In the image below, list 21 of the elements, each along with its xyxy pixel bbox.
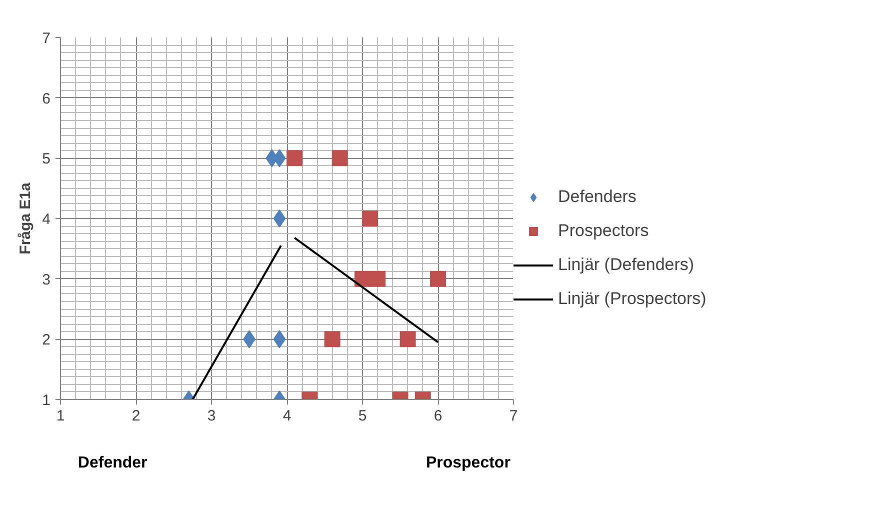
x-tick-label: 4: [282, 408, 292, 424]
y-tick-label: 7: [42, 30, 50, 47]
y-tick-label: 3: [42, 271, 50, 288]
y-tick-label: 1: [42, 392, 50, 409]
y-tick-label: 2: [42, 332, 50, 349]
x-tick-label: 6: [434, 408, 442, 424]
y-axis-title: Fråga E1a: [17, 182, 34, 254]
x-tick-label: 5: [358, 408, 367, 424]
legend-label: Linjär (Prospectors): [558, 289, 706, 309]
text: Prospector: [426, 454, 510, 472]
x-tick-label: 3: [207, 408, 216, 424]
x-tick-label: 2: [132, 408, 140, 424]
y-tick-label: 4: [42, 211, 50, 228]
y-tick-label: 5: [42, 150, 50, 168]
x-tick-label: 1: [56, 408, 65, 424]
y-tick-label: 6: [42, 90, 50, 108]
legend-label: Linjär (Defenders): [558, 255, 694, 275]
text: Defender: [78, 454, 148, 472]
legend-label: Prospectors: [558, 221, 649, 241]
legend-label: Defenders: [558, 187, 636, 207]
x-tick-label: 7: [509, 408, 518, 424]
